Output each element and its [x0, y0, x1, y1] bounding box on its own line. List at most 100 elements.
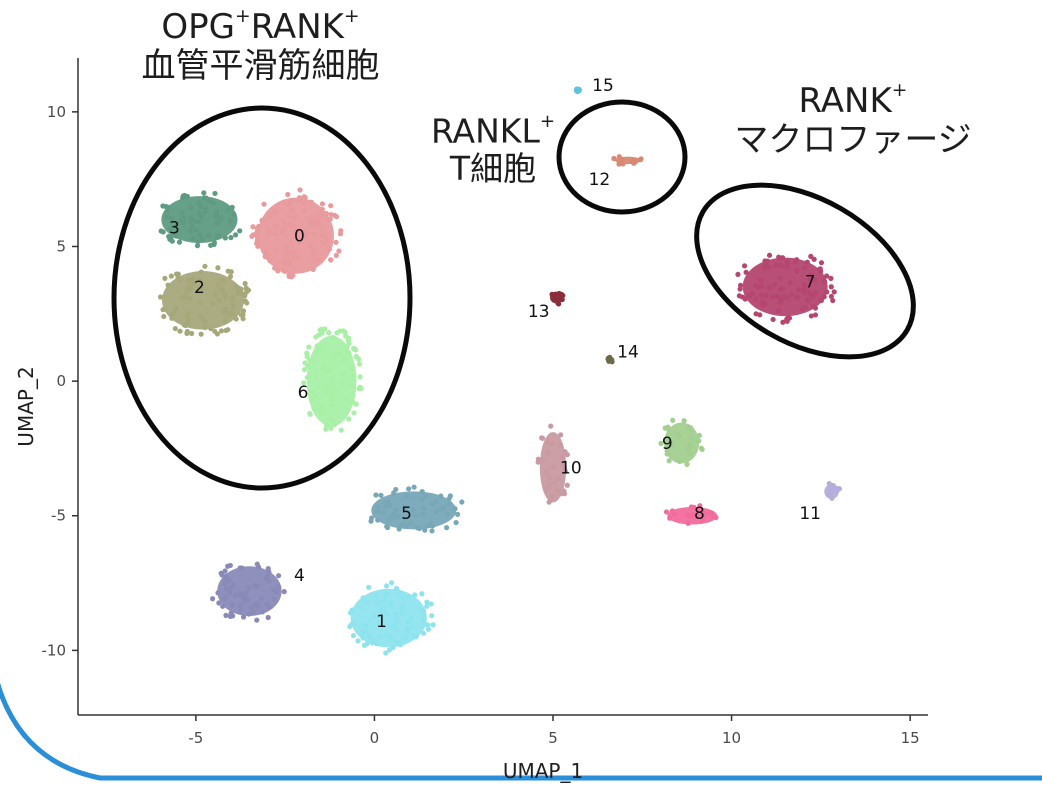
annotation-opg-rank: OPG+RANK+ 血管平滑筋細胞 — [108, 6, 413, 86]
cluster-3-point — [196, 210, 202, 216]
cluster-7-point — [779, 263, 785, 269]
cluster-13-point — [556, 301, 562, 307]
cluster-label-14: 14 — [617, 342, 639, 362]
cluster-5-point — [434, 509, 440, 515]
cluster-2-point — [169, 311, 175, 317]
cluster-1-point — [410, 624, 416, 630]
cluster-0-point — [280, 219, 286, 225]
cluster-1-point — [420, 617, 426, 623]
cluster-3-point — [189, 236, 196, 242]
cluster-2-point — [175, 271, 181, 277]
cluster-1-point — [383, 650, 389, 656]
cluster-2-point — [210, 301, 216, 307]
cluster-4-point — [223, 586, 229, 592]
cluster-6-point — [338, 427, 344, 433]
cluster-label-9: 9 — [662, 434, 673, 454]
cluster-9-point — [675, 431, 681, 437]
x-tick-label: 5 — [548, 729, 558, 747]
cluster-1-point — [388, 637, 395, 643]
cluster-4-point — [237, 565, 243, 571]
cluster-0-point — [278, 259, 284, 265]
cluster-1-point — [397, 642, 404, 648]
cluster-5-point — [403, 523, 410, 529]
cluster-1-point — [413, 634, 419, 640]
cluster-7-point — [804, 259, 810, 265]
cluster-7-point — [762, 301, 768, 307]
cluster-9-point — [669, 438, 675, 444]
cluster-0-point — [289, 207, 295, 213]
cluster-10-point — [554, 488, 560, 494]
cluster-label-13: 13 — [528, 302, 550, 322]
cluster-2-point — [235, 290, 242, 296]
cluster-7-point — [780, 286, 786, 292]
cluster-6-point — [349, 399, 356, 405]
cluster-0-point — [288, 240, 294, 246]
cluster-12-point — [638, 156, 644, 162]
cluster-label-15: 15 — [592, 76, 614, 96]
cluster-5-point — [453, 519, 459, 526]
cluster-4-point — [276, 573, 282, 579]
cluster-3-point — [168, 234, 174, 240]
cluster-6-point — [348, 365, 355, 371]
cluster-5-point — [428, 520, 434, 526]
cluster-9-point — [665, 437, 671, 443]
cluster-4-point — [223, 573, 229, 579]
cluster-9-point — [662, 425, 668, 431]
cluster-1-point — [350, 632, 357, 639]
cluster-2-point — [160, 307, 166, 313]
cluster-4-point — [227, 562, 233, 569]
y-tick-label: 5 — [56, 237, 66, 255]
cluster-1-point — [402, 635, 408, 641]
cluster-0-point — [313, 256, 319, 262]
cluster-2-point — [212, 328, 218, 334]
cluster-0-point — [273, 248, 279, 254]
cluster-3-point — [208, 242, 214, 248]
cluster-6-point — [331, 422, 337, 428]
cluster-3-point — [193, 218, 199, 224]
cluster-1-point — [421, 613, 427, 619]
cluster-11-point — [826, 481, 832, 487]
cluster-7-point — [799, 306, 805, 312]
cluster-0-point — [272, 209, 278, 215]
cluster-0-point — [325, 216, 331, 222]
cluster-4-point — [222, 581, 228, 587]
cluster-2-point — [202, 263, 208, 269]
cluster-10-point — [545, 439, 551, 445]
cluster-2-point — [216, 297, 222, 304]
cluster-12-point — [616, 154, 622, 160]
cluster-5-point — [433, 498, 439, 504]
cluster-5-point — [410, 507, 416, 513]
cluster-4-point — [274, 589, 280, 595]
cluster-0-point — [311, 231, 317, 237]
cluster-4-point — [254, 601, 261, 607]
cluster-0-point — [303, 233, 309, 240]
cluster-2-point — [200, 316, 207, 323]
cluster-5-point — [386, 501, 392, 507]
cluster-4-point — [230, 581, 236, 588]
cluster-6-point — [353, 401, 359, 407]
annotation-ellipses — [111, 99, 916, 491]
cluster-3-point — [231, 211, 237, 218]
cluster-1-point — [393, 620, 399, 627]
cluster-7-point — [821, 278, 828, 284]
cluster-1-point — [367, 633, 373, 639]
cluster-6-point — [342, 347, 348, 353]
cluster-2-point — [185, 284, 191, 290]
cluster-0-point — [290, 272, 296, 278]
cluster-7-point — [766, 264, 772, 271]
cluster-2-point — [197, 300, 203, 306]
cluster-6-point — [304, 374, 310, 381]
cluster-3-point — [193, 227, 199, 233]
cluster-0-point — [262, 254, 268, 260]
cluster-0-point — [319, 201, 326, 207]
cluster-7-point — [792, 259, 798, 265]
cluster-1-point — [419, 591, 425, 597]
cluster-0-point — [294, 231, 300, 237]
cluster-4-point — [281, 589, 287, 595]
cluster-3-point — [214, 220, 220, 226]
cluster-7-point — [772, 281, 778, 288]
cluster-0-point — [302, 228, 309, 234]
cluster-5-point — [447, 493, 453, 499]
cluster-7-point — [807, 276, 813, 282]
cluster-5-point — [416, 525, 423, 532]
